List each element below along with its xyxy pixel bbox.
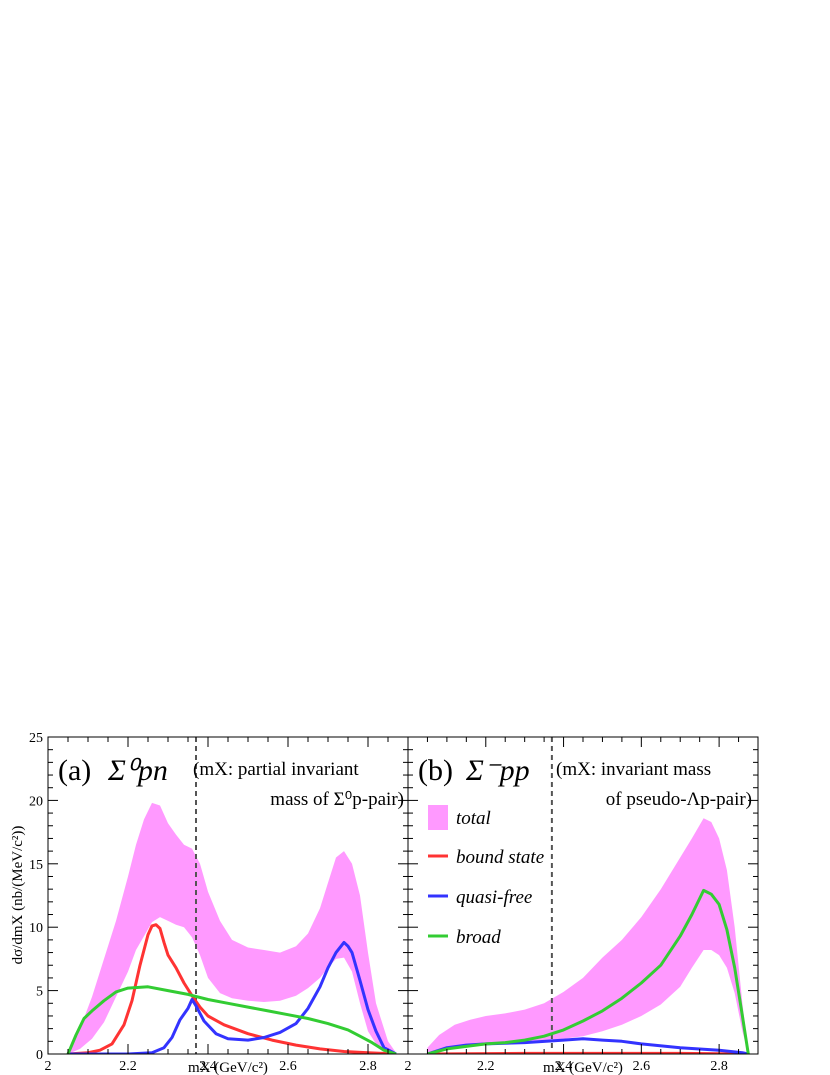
total-band-b <box>427 818 749 1054</box>
legend-label-total: total <box>456 808 491 829</box>
note-line-2-b: of pseudo-Λp-pair) <box>606 789 752 810</box>
x-tick-labels-b: 2 2.2 2.4 2.6 2.8 <box>405 1059 728 1074</box>
panel-b: 2 2.2 2.4 2.6 2.8 (b) Σ⁻pp (mX: invariant ma… <box>405 736 759 1075</box>
y-tick-labels-a: 0 5 10 15 20 25 <box>29 731 43 1063</box>
legend-swatch-total <box>428 805 448 830</box>
series-line-broad-a <box>66 985 397 1054</box>
y-tick-label: 15 <box>29 858 43 873</box>
x-tick-label-a: 2.4 <box>199 1059 217 1074</box>
ticks-a <box>47 736 409 1055</box>
total-band-a <box>68 802 396 1054</box>
y-tick-label: 0 <box>36 1048 43 1063</box>
note-line-2-a: mass of Σ⁰p-pair) <box>270 789 404 810</box>
series-group-a <box>66 923 397 1054</box>
x-tick-label-b: 2 <box>405 1059 412 1074</box>
legend-label-bound-state: bound state <box>456 847 544 868</box>
x-axis-title-b: mX (GeV/c²) <box>543 1060 623 1075</box>
x-tick-label-a: 2.2 <box>119 1059 137 1074</box>
legend-label-quasi-free: quasi-free <box>456 887 532 908</box>
x-tick-label-a: 2.6 <box>279 1059 297 1074</box>
x-tick-label-b: 2.2 <box>477 1059 495 1074</box>
x-tick-label-a: 2 <box>45 1059 52 1074</box>
x-axis-title-a: mX (GeV/c²) <box>188 1060 268 1075</box>
panel-label-b: (b) <box>418 754 453 787</box>
y-tick-label: 5 <box>36 985 43 1000</box>
note-line-1-a: (mX: partial invariant <box>193 759 359 780</box>
y-axis-title: dσ/dmX (nb/(MeV/c²)) <box>10 826 26 965</box>
series-line-bound-state-a <box>67 923 397 1054</box>
x-tick-label-b: 2.4 <box>555 1059 573 1074</box>
y-tick-label: 10 <box>29 921 43 936</box>
ticks-b <box>407 736 759 1055</box>
legend-label-broad: broad <box>456 927 501 948</box>
x-tick-label-b: 2.6 <box>633 1059 651 1074</box>
panel-label-a: (a) <box>58 754 91 787</box>
panel-a: 2 2.2 2.4 2.6 2.8 0 5 10 15 20 25 (a) Σ⁰pn (mX: p… <box>10 731 409 1075</box>
legend: total bound state quasi-free broad <box>428 805 544 948</box>
channel-label-b: Σ⁻pp <box>465 754 530 787</box>
x-tick-label-a: 2.8 <box>359 1059 377 1074</box>
y-tick-label: 20 <box>29 794 43 809</box>
channel-label-a: Σ⁰pn <box>107 754 168 787</box>
series-line-quasi-free-a <box>68 940 397 1054</box>
y-tick-label: 25 <box>29 731 43 746</box>
x-tick-label-b: 2.8 <box>710 1059 728 1074</box>
note-line-1-b: (mX: invariant mass <box>556 759 711 780</box>
x-tick-labels-a: 2 2.2 2.4 2.6 2.8 <box>45 1059 377 1074</box>
series-line-broad-b <box>427 888 750 1054</box>
